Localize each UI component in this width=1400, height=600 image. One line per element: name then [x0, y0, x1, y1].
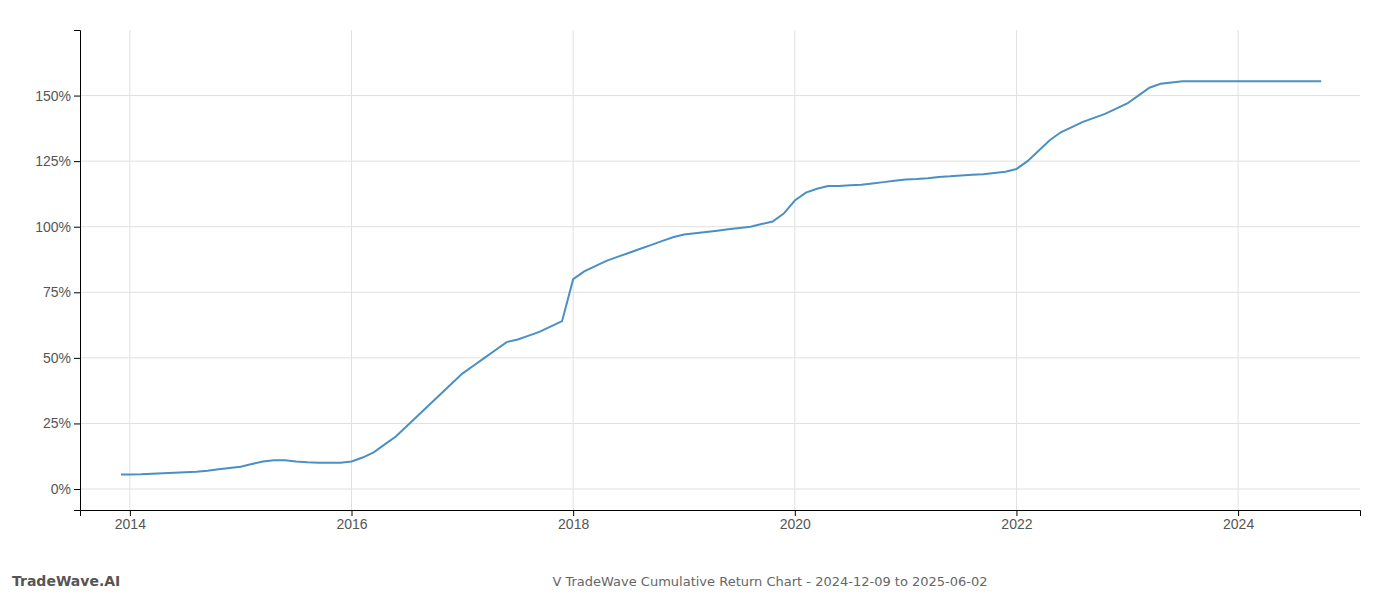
y-axis: 0% 25% 50% 75% 100% 125% 150% — [35, 31, 80, 511]
tick: 2024 — [1223, 510, 1254, 532]
tick-mark — [74, 423, 80, 424]
tick: 0% — [51, 481, 80, 497]
grid — [80, 30, 1360, 510]
tick-label: 2014 — [115, 516, 146, 532]
tick-mark — [74, 358, 80, 359]
tick: 125% — [35, 153, 80, 169]
plot: 2014 2016 2018 2020 2022 2024 0% 25% 50% 75% 100% 1… — [35, 30, 1360, 532]
grid-line — [80, 423, 1360, 424]
tick-label: 2016 — [336, 516, 367, 532]
tick: 100% — [35, 219, 80, 235]
tick: 2022 — [1001, 510, 1032, 532]
tick-label: 100% — [35, 219, 71, 235]
tick-label: 75% — [43, 284, 71, 300]
grid-line — [80, 357, 1360, 358]
title: V TradeWave Cumulative Return Chart - 20… — [552, 574, 987, 589]
tick-mark — [74, 96, 80, 97]
grid-line — [573, 30, 574, 510]
chart: 2014 2016 2018 2020 2022 2024 0% 25% 50% 75% 100% 1… — [0, 0, 1400, 600]
tick-mark — [74, 161, 80, 162]
grid-line — [80, 292, 1360, 293]
grid-line — [80, 226, 1360, 227]
tick: 150% — [35, 88, 80, 104]
tick-label: 125% — [35, 153, 71, 169]
tick: 2018 — [558, 510, 589, 532]
tick-mark — [74, 292, 80, 293]
tick-label: 2020 — [780, 516, 811, 532]
x-axis: 2014 2016 2018 2020 2022 2024 — [81, 510, 1361, 532]
tick: 2016 — [336, 510, 367, 532]
tick-label: 2024 — [1223, 516, 1254, 532]
tick: 75% — [43, 284, 80, 300]
grid-line — [351, 30, 352, 510]
axis-line — [81, 511, 1361, 517]
grid-line — [794, 30, 795, 510]
tick: 50% — [43, 350, 80, 366]
tick-label: 0% — [51, 481, 71, 497]
grid-line — [1016, 30, 1017, 510]
tick-mark — [74, 227, 80, 228]
tick-label: 2022 — [1001, 516, 1032, 532]
tick: 2014 — [115, 510, 146, 532]
annotation: TradeWave.AI — [12, 573, 120, 589]
axis-line — [74, 31, 81, 511]
grid-line — [129, 30, 130, 510]
tick-label: 25% — [43, 415, 71, 431]
grid-line — [80, 161, 1360, 162]
tick-label: 2018 — [558, 516, 589, 532]
grid-line — [80, 489, 1360, 490]
marks — [121, 81, 1321, 474]
grid-line — [80, 95, 1360, 96]
tick: 2020 — [780, 510, 811, 532]
line — [121, 81, 1321, 474]
tick: 25% — [43, 415, 80, 431]
tick-label: 150% — [35, 88, 71, 104]
tick-mark — [74, 489, 80, 490]
tick-label: 50% — [43, 350, 71, 366]
grid-line — [1238, 30, 1239, 510]
